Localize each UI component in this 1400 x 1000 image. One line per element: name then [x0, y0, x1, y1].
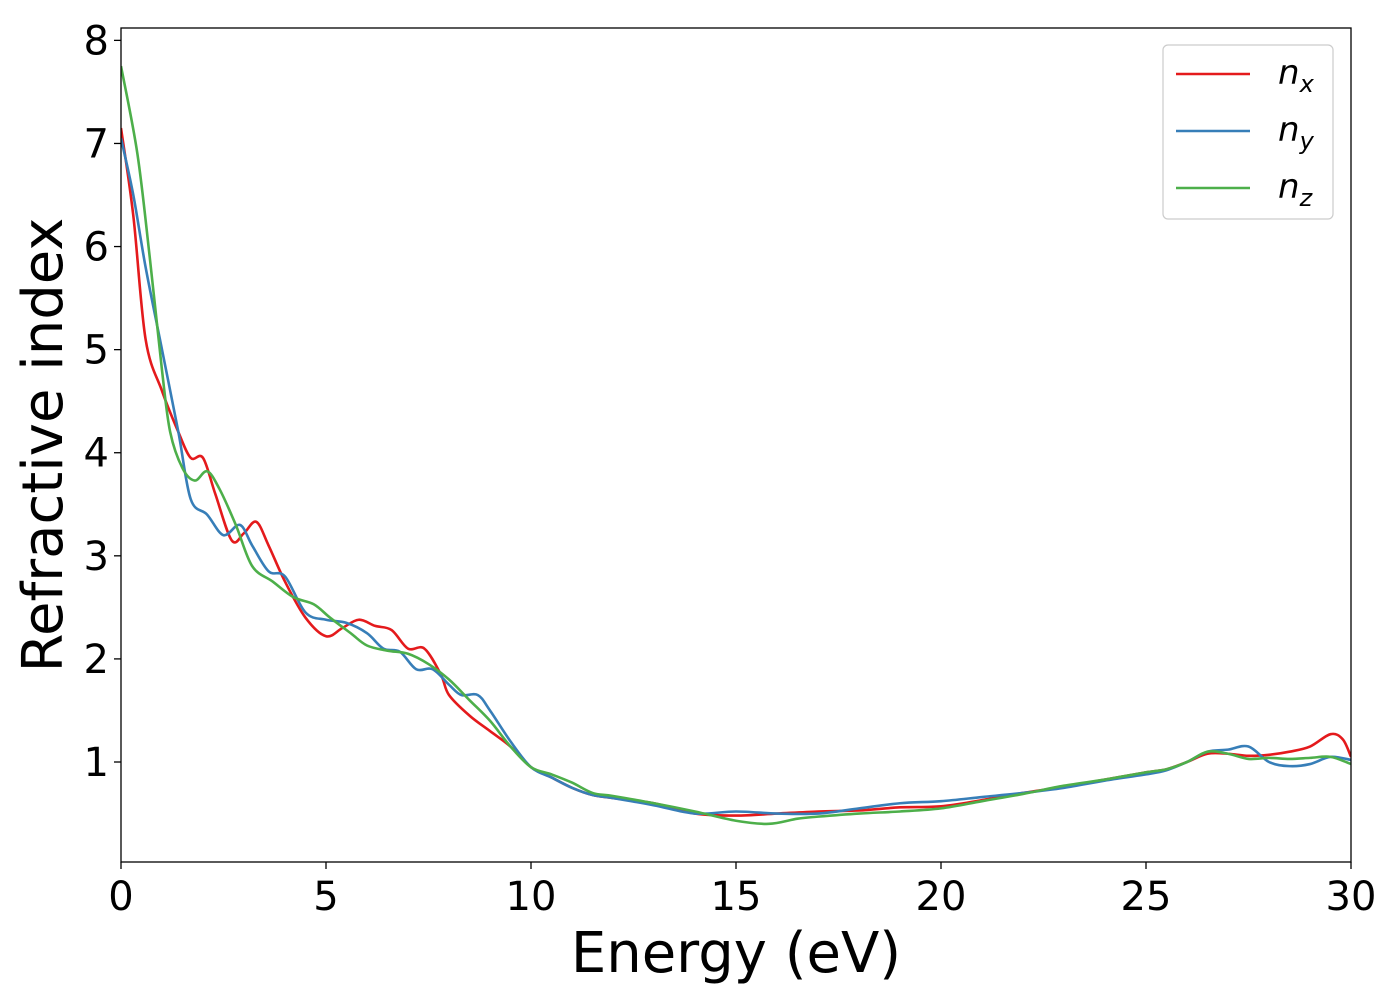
y-tick-label: 2	[84, 637, 109, 683]
series-line-nz	[121, 65, 1351, 826]
x-tick-label: 0	[108, 874, 133, 920]
y-tick-label: 6	[84, 225, 109, 271]
y-tick-label: 4	[84, 431, 109, 477]
y-tick-label: 3	[84, 534, 109, 580]
y-tick-label: 8	[84, 18, 109, 64]
legend-label-nz: nz	[1278, 167, 1314, 212]
axes-layer: 0 5 10 15 20 25 30 1 2 3 4 5 6 7 8 Energy (eV) Refractiv…	[11, 18, 1376, 986]
series-layer	[121, 65, 1351, 826]
y-tick-label: 1	[84, 740, 109, 786]
x-tick-label: 15	[711, 874, 762, 920]
y-tick-label: 7	[84, 121, 109, 167]
series-line-ny	[121, 138, 1351, 816]
x-tick-label: 20	[916, 874, 967, 920]
x-tick-label: 5	[313, 874, 338, 920]
x-tick-label: 10	[506, 874, 557, 920]
y-tick-label: 5	[84, 328, 109, 374]
series-line-nx	[121, 127, 1351, 817]
x-axis-title: Energy (eV)	[571, 921, 901, 986]
legend-label-nx: nx	[1278, 53, 1315, 98]
legend-label-ny: ny	[1278, 110, 1315, 155]
x-tick-label: 30	[1326, 874, 1377, 920]
x-tick-label: 25	[1121, 874, 1172, 920]
y-axis-title: Refractive index	[11, 218, 76, 673]
legend: nx ny nz	[1162, 44, 1334, 220]
